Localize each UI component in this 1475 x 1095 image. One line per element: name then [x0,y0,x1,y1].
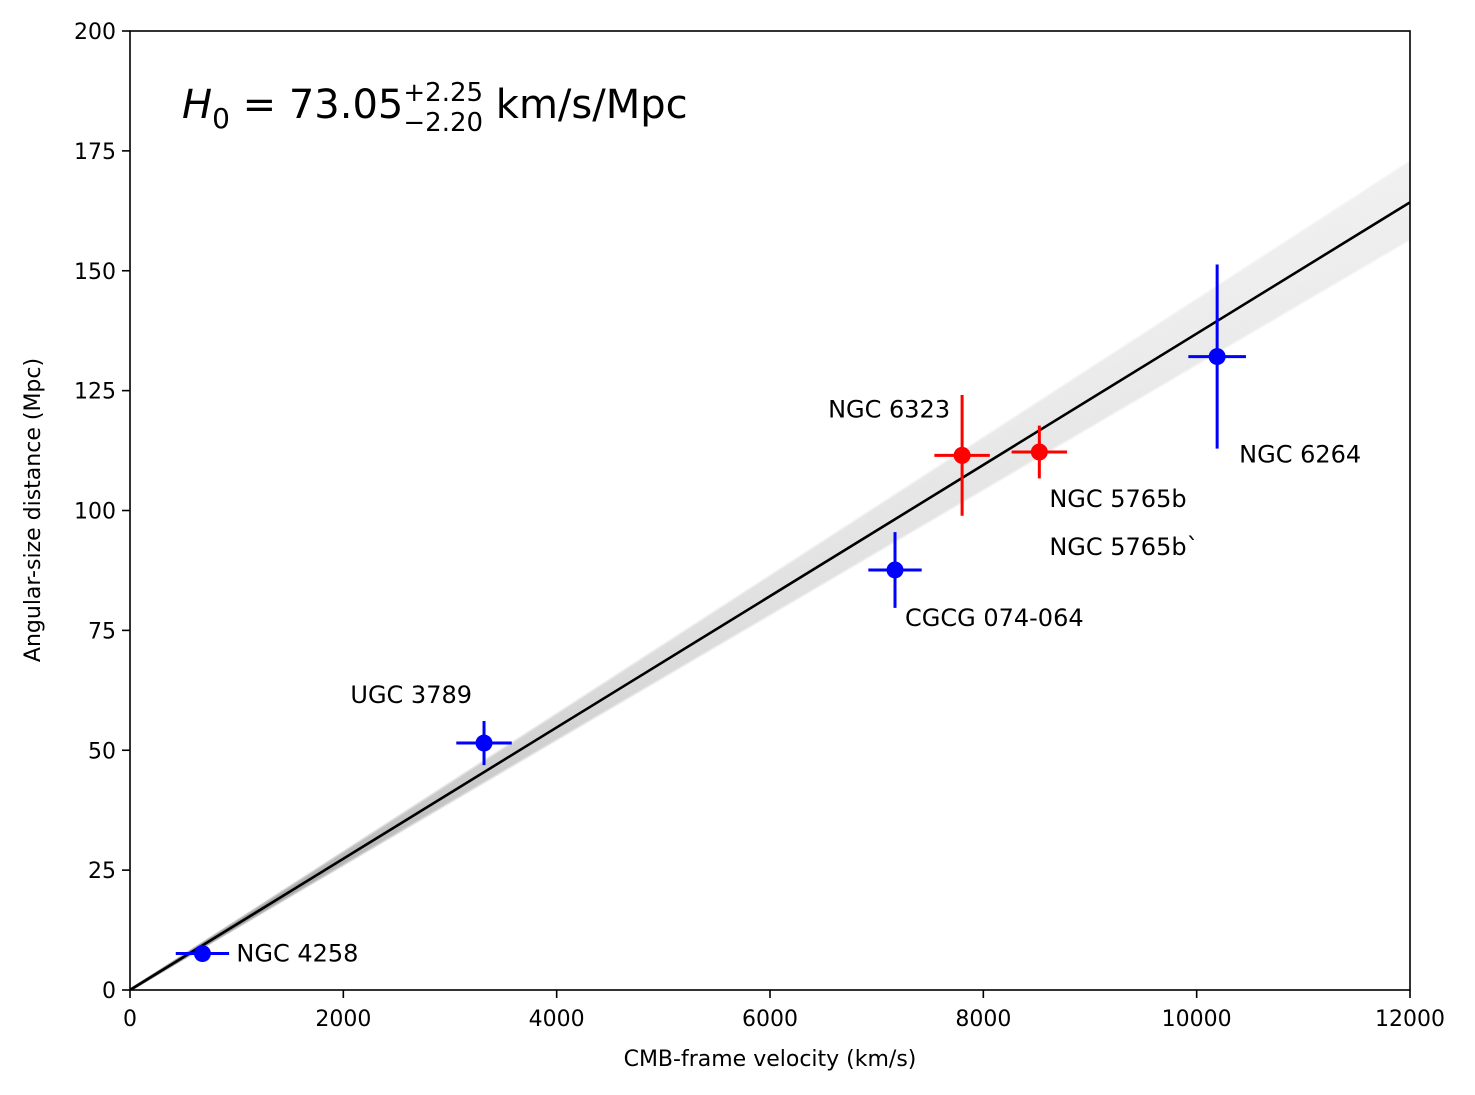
plot-frame [129,30,1411,991]
posterior-sample-line [130,189,1410,990]
posterior-sample-line [130,215,1410,990]
h0-annotation: H0 = 73.05+2.25 −2.20 km/s/Mpc [182,78,688,138]
h0-err-plus: +2.25 [403,78,483,108]
point-label: NGC 4258 [236,940,358,968]
point-marker [886,561,904,579]
posterior-sample-line [130,164,1410,990]
posterior-sample-line [130,235,1410,990]
posterior-sample-line [130,223,1410,990]
posterior-sample-line [130,184,1410,990]
posterior-sample-line [130,171,1410,990]
x-tick-label: 4000 [529,1007,585,1032]
y-tick-label: 100 [74,500,116,525]
data-points [175,264,1246,963]
y-axis-title: Angular-size distance (Mpc) [21,358,46,662]
posterior-sample-line [130,173,1410,990]
y-tick-label: 50 [88,739,116,764]
data-point [175,945,230,963]
posterior-sample-line [130,182,1410,990]
x-tick-label: 10000 [1162,1007,1232,1032]
point-labels: NGC 4258 UGC 3789 CGCG 074-064 NGC 6264 NGC … [236,395,1361,967]
posterior-sample-line [130,236,1410,990]
y-tick-label: 75 [88,619,116,644]
posterior-sample-line [130,175,1410,990]
x-axis-ticks: 0 2000 4000 6000 8000 10000 12000 [123,990,1445,1032]
h0-subscript: 0 [212,102,230,135]
posterior-sample-line [130,177,1410,990]
y-tick-label: 0 [102,979,116,1004]
x-tick-label: 0 [123,1007,137,1032]
posterior-sample-line [130,218,1410,990]
posterior-sample-line [130,220,1410,990]
posterior-sample-line [130,180,1410,990]
h0-err-minus: −2.20 [403,108,483,138]
point-label: NGC 5765b [1049,485,1186,513]
h0-value: 73.05 [289,82,404,128]
posterior-sample-line [130,163,1410,990]
data-point [934,394,990,516]
posterior-sample-line [130,191,1410,990]
posterior-sample-line [130,188,1410,990]
posterior-sample-line [130,234,1410,990]
x-tick-label: 6000 [742,1007,798,1032]
data-point [868,532,922,608]
posterior-sample-line [130,232,1410,990]
posterior-sample-line [130,213,1410,990]
posterior-sample-line [130,214,1410,990]
x-tick-label: 2000 [315,1007,371,1032]
h0-symbol: H [182,82,212,128]
y-tick-label: 25 [88,859,116,884]
point-marker [1030,443,1048,461]
y-tick-label: 200 [74,20,116,45]
posterior-sample-line [130,181,1410,990]
point-label: UGC 3789 [350,681,472,709]
y-tick-label: 175 [74,140,116,165]
posterior-sample-line [130,185,1410,990]
posterior-sample-line [130,160,1410,990]
posterior-sample-line [130,212,1410,990]
x-tick-label: 8000 [955,1007,1011,1032]
posterior-sample-line [130,167,1410,990]
data-point [456,721,512,766]
posterior-sample-line [130,210,1410,990]
point-marker [1208,348,1226,366]
point-label: NGC 6323 [828,395,950,423]
posterior-sample-line [130,230,1410,990]
posterior-sample-line [130,233,1410,990]
posterior-sample-line [130,170,1410,990]
posterior-sample-line [130,222,1410,990]
h0-unit: km/s/Mpc [483,82,688,128]
y-tick-label: 125 [74,380,116,405]
posterior-sample-line [130,174,1410,990]
posterior-sample-line [130,178,1410,990]
posterior-sample-line [130,219,1410,990]
point-marker [953,446,971,464]
h0-equals: = [230,82,289,128]
y-axis-ticks: 0 25 50 75 100 125 150 175 200 [74,20,130,1004]
best-fit-line [130,201,1410,990]
x-axis-title: CMB-frame velocity (km/s) [624,1047,917,1072]
posterior-sample-line [130,166,1410,990]
point-marker [475,734,493,752]
posterior-sample-line [130,224,1410,990]
extra-point-label: NGC 5765b` [1049,533,1198,561]
data-point [1011,425,1068,479]
data-point [1188,264,1246,449]
point-label: CGCG 074-064 [905,604,1084,632]
posterior-sample-line [130,186,1410,990]
posterior-band [130,160,1410,990]
posterior-sample-line [130,217,1410,990]
y-tick-label: 150 [74,260,116,285]
posterior-sample-line [130,161,1410,990]
posterior-sample-line [130,168,1410,990]
x-tick-label: 12000 [1375,1007,1445,1032]
posterior-sample-line [130,225,1410,990]
point-marker [193,945,211,963]
posterior-sample-line [130,238,1410,990]
point-label: NGC 6264 [1239,441,1361,469]
